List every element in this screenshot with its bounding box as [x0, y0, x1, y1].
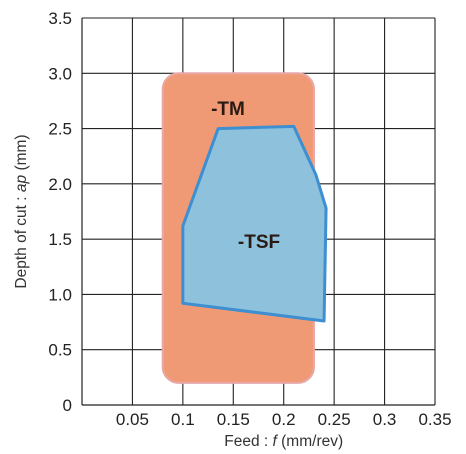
y-axis-label: Depth of cut : ap (mm) [13, 134, 30, 288]
x-tick-label: 0.1 [171, 410, 195, 429]
y-tick-label: 3.5 [48, 9, 72, 28]
y-axis-label-prefix: Depth of cut : [13, 192, 30, 289]
x-tick-label: 0.35 [418, 410, 451, 429]
x-tick-label: 0.3 [373, 410, 397, 429]
x-axis-label-var: f [273, 433, 279, 450]
y-tick-label: 1.0 [48, 285, 72, 304]
x-axis-label: Feed : f (mm/rev) [224, 433, 343, 450]
x-tick-label: 0.05 [116, 410, 149, 429]
x-tick-label: 0.2 [272, 410, 296, 429]
x-tick-label: 0.15 [217, 410, 250, 429]
tick-labels: 0.05 0.1 0.15 0.2 0.25 0.3 0.35 0 0.5 1.0 1.5 2.0 2.… [48, 9, 451, 429]
plot-frame [81, 18, 435, 406]
regions [161, 72, 328, 384]
y-tick-label: 0 [63, 396, 72, 415]
region-tsf [181, 124, 328, 323]
y-axis-label-suffix: (mm) [13, 134, 30, 174]
y-tick-label: 1.5 [48, 230, 72, 249]
region-tsf-label: -TSF [238, 232, 280, 253]
y-tick-label: 3.0 [48, 64, 72, 83]
x-axis-label-prefix: Feed : [224, 433, 272, 450]
y-axis-label-var: ap [13, 174, 30, 192]
x-axis-label-suffix: (mm/rev) [277, 433, 343, 450]
y-tick-label: 0.5 [48, 341, 72, 360]
y-tick-label: 2.0 [48, 175, 72, 194]
region-tm-label: -TM [211, 99, 245, 120]
region-labels: -TM -TSF [211, 99, 280, 253]
y-tick-label: 2.5 [48, 120, 72, 139]
x-tick-label: 0.25 [318, 410, 351, 429]
